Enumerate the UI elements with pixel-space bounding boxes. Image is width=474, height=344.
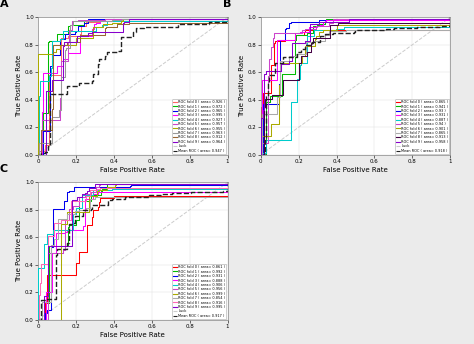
- Legend: ROC fold 0 ( area= 0.926 ), ROC fold 1 ( area= 0.972 ), ROC fold 2 ( area= 0.965: ROC fold 0 ( area= 0.926 ), ROC fold 1 (…: [172, 99, 227, 154]
- Text: C: C: [0, 164, 8, 174]
- Legend: ROC fold 0 ( area= 0.865 ), ROC fold 1 ( area= 0.941 ), ROC fold 2 ( area= 0.93 : ROC fold 0 ( area= 0.865 ), ROC fold 1 (…: [395, 99, 449, 154]
- Text: A: A: [0, 0, 9, 9]
- Text: B: B: [223, 0, 231, 9]
- X-axis label: False Positive Rate: False Positive Rate: [100, 332, 165, 338]
- Y-axis label: True Positive Rate: True Positive Rate: [239, 55, 245, 117]
- Y-axis label: True Positive Rate: True Positive Rate: [16, 55, 22, 117]
- Legend: ROC fold 0 ( area= 0.861 ), ROC fold 1 ( area= 0.992 ), ROC fold 2 ( area= 0.931: ROC fold 0 ( area= 0.861 ), ROC fold 1 (…: [172, 264, 227, 319]
- X-axis label: False Positive Rate: False Positive Rate: [323, 167, 388, 173]
- Y-axis label: True Positive Rate: True Positive Rate: [16, 220, 22, 282]
- X-axis label: False Positive Rate: False Positive Rate: [100, 167, 165, 173]
